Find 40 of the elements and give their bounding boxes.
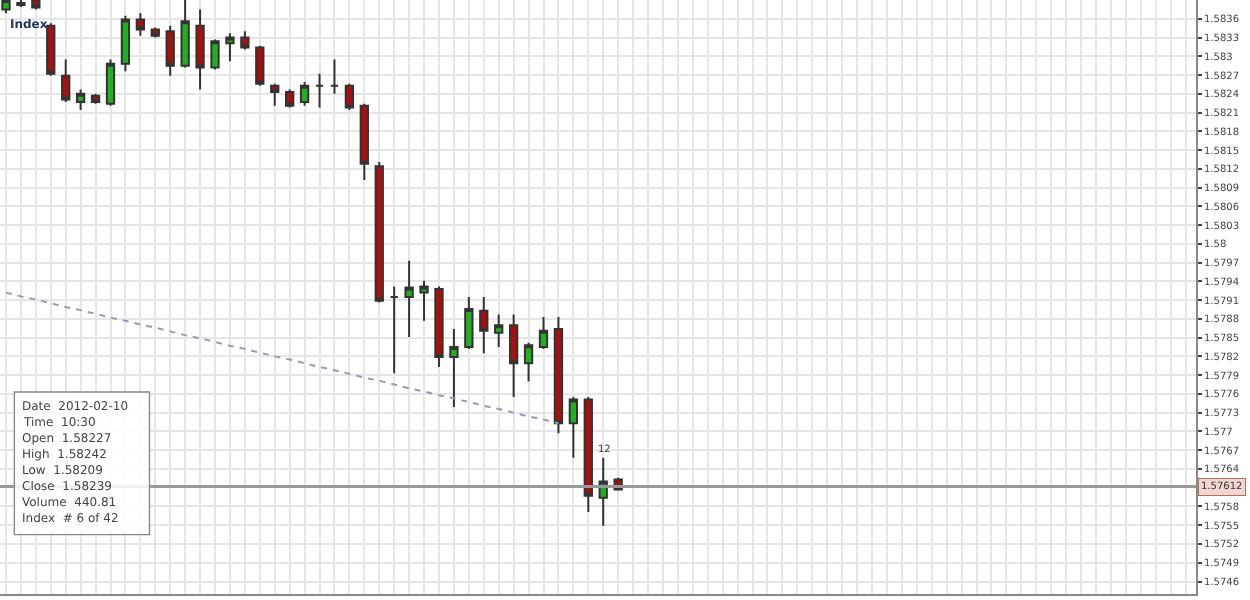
candlestick — [538, 316, 549, 350]
candlestick — [240, 30, 250, 51]
candlestick — [583, 396, 593, 514]
candlestick — [344, 82, 355, 112]
candlestick — [299, 80, 310, 107]
candlestick — [314, 72, 325, 109]
line-series — [4, 291, 560, 425]
candlestick — [165, 24, 175, 77]
candlestick — [404, 259, 414, 339]
candlestick — [508, 313, 519, 399]
candlestick — [135, 12, 146, 37]
candlestick — [210, 38, 220, 71]
candlestick — [419, 279, 429, 322]
candlestick — [1, 0, 11, 15]
candlestick — [120, 14, 131, 73]
candlestick — [389, 285, 399, 375]
candlestick — [75, 88, 86, 112]
candlestick — [46, 22, 56, 77]
candlestick — [225, 32, 235, 63]
candlestick — [494, 313, 504, 349]
candlestick — [255, 44, 265, 87]
candlestick — [90, 92, 101, 105]
candlestick — [61, 58, 71, 103]
candlestick — [285, 88, 295, 109]
candlestick — [374, 160, 384, 304]
candlestick — [105, 58, 116, 107]
candlestick — [150, 26, 160, 39]
candlestick — [329, 58, 340, 95]
candlestick — [523, 341, 534, 383]
candlestick — [434, 285, 444, 369]
candlestick — [270, 82, 280, 107]
candlestick — [359, 102, 369, 182]
candlestick — [568, 396, 579, 459]
candlestick — [449, 327, 459, 409]
candlestick — [464, 296, 474, 350]
candlestick — [195, 8, 205, 91]
candlestick — [598, 456, 608, 527]
candlestick — [180, 0, 190, 69]
candlestick — [553, 316, 564, 435]
candlestick — [479, 296, 489, 355]
